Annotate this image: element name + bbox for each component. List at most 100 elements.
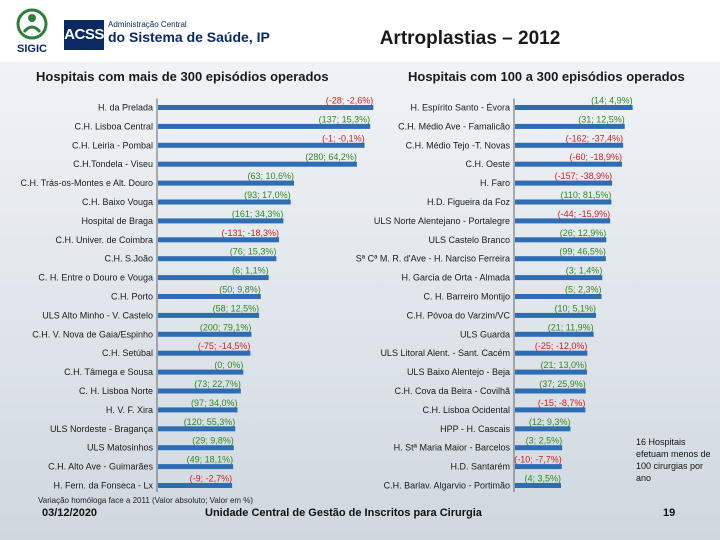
right-bar [515,483,562,488]
left-bar [158,199,291,205]
right-category-label: H.D. Figueira da Foz [427,197,511,207]
left-value-label: (63; 10,6%) [247,171,294,181]
bar-charts: H. da Prelada (-28; -2,6%) C.H. Lisboa Cen… [20,96,633,492]
right-bar [515,445,563,451]
right-bar [515,199,612,205]
right-value-label: (-10; -7,7%) [514,455,562,465]
right-bar [515,256,606,262]
right-value-label: (-157; -38,9%) [555,171,613,181]
footnote: Variação homóloga face a 2011 (Valor abs… [38,496,254,505]
right-bar [515,407,586,413]
acss-logo: ACSS Administração Central do Sistema de… [64,20,270,54]
right-value-label: (21; 11,9%) [548,322,594,332]
right-chart-title: Hospitais com 100 a 300 episódios operad… [408,69,685,84]
left-bar [158,105,374,110]
right-bar [515,426,571,432]
right-category-label: H. Espírito Santo - Évora [410,103,510,113]
right-category-label: ULS Castelo Branco [428,235,510,245]
right-bar [515,275,603,281]
footer-unit: Unidade Central de Gestão de Inscritos p… [205,507,482,519]
right-value-label: (110; 81,5%) [560,190,611,200]
left-value-label: (-9; -2,7%) [190,474,233,484]
left-category-label: C.H. Baixo Vouga [82,197,153,207]
right-category-label: C.H. Cova da Beira - Covilhã [394,386,510,396]
left-category-label: C.H. Leiria - Pombal [72,140,153,150]
right-value-label: (10; 5,1%) [554,303,596,313]
left-value-label: (29; 9,8%) [192,436,234,446]
left-category-label: H. da Prelada [98,103,153,113]
left-bar [158,445,234,451]
right-value-label: (99; 46,5%) [559,247,606,257]
left-bar [158,180,294,186]
page-number: 19 [663,507,676,519]
right-bar [515,294,602,299]
right-bar [515,123,625,129]
right-bar [515,369,587,375]
left-value-label: (76; 15,3%) [230,247,277,257]
acss-label: ACSS [64,20,104,50]
right-value-label: (21; 13,0%) [540,360,587,370]
right-bar [515,218,611,224]
right-category-label: H. Stª Maria Maior - Barcelos [394,443,511,453]
left-value-label: (200; 79,1%) [200,322,252,332]
left-category-label: H. Fern. da Fonseca - Lx [53,481,153,491]
left-category-label: ULS Alto Minho - V. Castelo [42,310,153,320]
right-category-label: C.H. Barlav. Algarvio - Portimão [384,481,510,491]
right-value-label: (3; 2,5%) [526,436,563,446]
right-value-label: (4; 3,5%) [525,474,562,484]
left-value-label: (58; 12,5%) [213,303,260,313]
left-category-label: C.H. Lisboa Central [74,121,153,131]
right-value-label: (12; 9,3%) [529,417,571,427]
left-value-label: (97; 34,0%) [191,398,238,408]
right-category-label: ULS Baixo Alentejo - Beja [407,367,510,377]
right-bar [515,312,597,318]
left-bar [158,275,269,281]
left-value-label: (-75; -14,5%) [198,341,251,351]
acss-line2: do Sistema de Saúde, IP [108,29,270,45]
right-category-label: ULS Litoral Alent. - Sant. Cacém [380,348,510,358]
left-value-label: (6; 1,1%) [232,266,269,276]
left-chart-title: Hospitais com mais de 300 episódios oper… [36,69,329,84]
right-value-label: (-162; -37,4%) [566,133,624,143]
right-category-label: C.H. Oeste [465,159,510,169]
left-value-label: (137; 15,3%) [319,114,371,124]
left-bar [158,350,251,356]
right-bar [515,180,613,186]
right-category-label: ULS Norte Alentejano - Portalegre [374,216,510,226]
right-category-label: C. H. Barreiro Montijo [423,292,510,302]
left-bar [158,142,365,148]
left-category-label: C.H. Porto [111,292,153,302]
right-value-label: (3; 1,4%) [566,266,603,276]
left-value-label: (161; 34,3%) [232,209,284,219]
sigic-label: SIGIC [17,43,47,55]
right-category-label: C.H. Médio Tejo -T. Novas [406,140,511,150]
left-bar [158,161,357,167]
right-category-label: H.D. Santarém [450,462,510,472]
left-category-label: C. H. Entre o Douro e Vouga [38,273,153,283]
page-title: Artroplastias – 2012 [379,28,561,49]
left-category-label: C. H. Lisboa Norte [79,386,153,396]
left-category-label: H. V. F. Xira [106,405,153,415]
right-category-label: HPP - H. Cascais [440,424,510,434]
right-category-label: C.H. Lisboa Ocidental [422,405,510,415]
right-bar [515,142,624,148]
right-value-label: (-25; -12,0%) [535,341,588,351]
side-note: 16 Hospitais efetuam menos de 100 cirurg… [636,437,711,483]
left-category-label: ULS Matosinhos [87,443,154,453]
right-bar [515,161,622,167]
left-bar [158,388,241,394]
left-value-label: (49; 18,1%) [187,455,234,465]
left-bar [158,369,244,375]
right-category-label: ULS Guarda [460,329,510,339]
left-value-label: (93; 17,0%) [244,190,291,200]
right-bar [515,105,633,110]
left-bar [158,237,280,243]
right-category-label: H. Faro [480,178,510,188]
left-category-label: ULS Nordeste - Bragança [50,424,153,434]
right-category-label: Sª Cª M. R. d'Ave - H. Narciso Ferreira [356,254,510,264]
left-bar [158,256,277,262]
left-category-label: C.H. Setúbal [102,348,153,358]
right-value-label: (-60; -18,9%) [569,152,622,162]
left-value-label: (-28; -2,6%) [326,96,374,106]
right-category-label: C.H. Póvoa do Varzim/VC [407,310,511,320]
